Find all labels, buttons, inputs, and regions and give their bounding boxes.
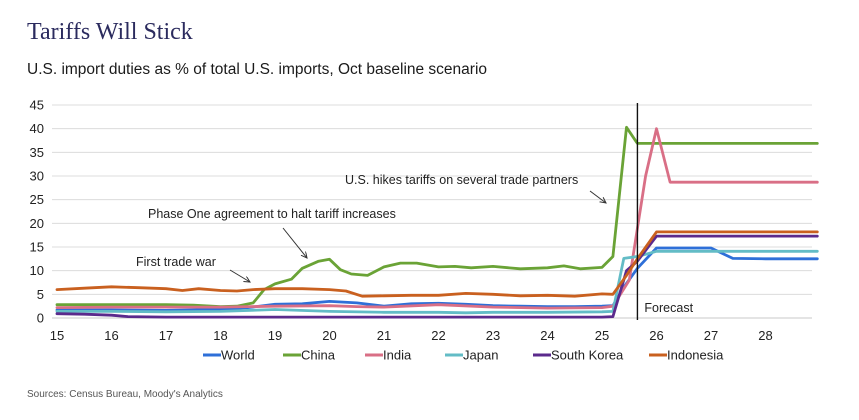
annotations: First trade war Phase One agreement to ha… bbox=[136, 173, 606, 282]
legend-label: World bbox=[221, 348, 255, 363]
source-note: Sources: Census Bureau, Moody's Analytic… bbox=[27, 389, 223, 400]
x-axis: 15 16 17 18 19 20 21 22 23 24 25 26 27 28 bbox=[50, 328, 773, 343]
y-tick-label: 30 bbox=[30, 169, 44, 184]
x-tick-label: 21 bbox=[377, 328, 391, 343]
legend-label: South Korea bbox=[551, 348, 624, 363]
x-tick-label: 22 bbox=[431, 328, 445, 343]
y-tick-label: 15 bbox=[30, 240, 44, 255]
x-tick-label: 28 bbox=[758, 328, 772, 343]
y-tick-label: 10 bbox=[30, 263, 44, 278]
annotation-arrow bbox=[589, 190, 606, 203]
x-tick-label: 23 bbox=[486, 328, 500, 343]
legend-item-south-korea: South Korea bbox=[533, 348, 624, 363]
annotation-text: Phase One agreement to halt tariff incre… bbox=[148, 207, 396, 221]
x-tick-label: 26 bbox=[649, 328, 663, 343]
legend-item-india: India bbox=[365, 348, 412, 363]
y-tick-label: 35 bbox=[30, 145, 44, 160]
y-tick-label: 45 bbox=[30, 98, 44, 113]
y-tick-label: 20 bbox=[30, 216, 44, 231]
x-tick-label: 16 bbox=[104, 328, 118, 343]
x-tick-label: 27 bbox=[704, 328, 718, 343]
series-line-india bbox=[55, 127, 819, 310]
series-line-china bbox=[55, 125, 819, 309]
forecast-marker: Forecast bbox=[636, 103, 694, 320]
annotation-arrow bbox=[282, 227, 307, 258]
chart-subtitle: U.S. import duties as % of total U.S. im… bbox=[27, 61, 488, 78]
annotation-text: U.S. hikes tariffs on several trade part… bbox=[345, 173, 578, 187]
legend: World China India Japan South Korea Indonesia bbox=[203, 348, 724, 363]
x-tick-label: 18 bbox=[213, 328, 227, 343]
y-tick-label: 40 bbox=[30, 121, 44, 136]
legend-label: Japan bbox=[463, 348, 498, 363]
y-tick-label: 5 bbox=[37, 287, 44, 302]
legend-label: Indonesia bbox=[667, 348, 724, 363]
annotation-arrow bbox=[229, 269, 250, 282]
legend-label: India bbox=[383, 348, 412, 363]
series-line-south-korea bbox=[55, 234, 819, 319]
y-axis: 0 5 10 15 20 25 30 35 40 45 bbox=[30, 98, 44, 326]
x-tick-label: 15 bbox=[50, 328, 64, 343]
series-line-indonesia bbox=[55, 230, 819, 298]
y-tick-label: 0 bbox=[37, 311, 44, 326]
x-tick-label: 24 bbox=[540, 328, 554, 343]
y-tick-label: 25 bbox=[30, 192, 44, 207]
legend-item-japan: Japan bbox=[445, 348, 498, 363]
x-tick-label: 17 bbox=[159, 328, 173, 343]
annotation-text: First trade war bbox=[136, 255, 216, 269]
legend-label: China bbox=[301, 348, 336, 363]
series-line-japan bbox=[55, 249, 819, 315]
legend-item-indonesia: Indonesia bbox=[649, 348, 724, 363]
legend-item-world: World bbox=[203, 348, 255, 363]
x-tick-label: 19 bbox=[268, 328, 282, 343]
x-tick-label: 20 bbox=[322, 328, 336, 343]
forecast-label: Forecast bbox=[644, 301, 693, 315]
series-lines bbox=[55, 125, 819, 319]
legend-item-china: China bbox=[283, 348, 336, 363]
chart-title: Tariffs Will Stick bbox=[27, 19, 193, 45]
x-tick-label: 25 bbox=[595, 328, 609, 343]
